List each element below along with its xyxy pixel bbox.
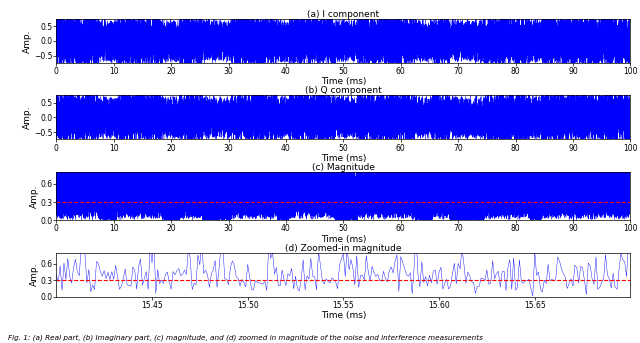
Y-axis label: Amp.: Amp. [23,29,32,52]
Y-axis label: Amp.: Amp. [23,106,32,129]
Title: (a) I component: (a) I component [307,10,380,19]
X-axis label: Time (ms): Time (ms) [321,311,366,320]
X-axis label: Time (ms): Time (ms) [321,154,366,163]
X-axis label: Time (ms): Time (ms) [321,235,366,244]
Text: Fig. 1: (a) Real part, (b) Imaginary part, (c) magnitude, and (d) zoomed in magn: Fig. 1: (a) Real part, (b) Imaginary par… [8,335,483,341]
Y-axis label: Amp.: Amp. [29,184,38,208]
Title: (b) Q component: (b) Q component [305,86,381,95]
Y-axis label: Amp.: Amp. [29,263,38,286]
X-axis label: Time (ms): Time (ms) [321,78,366,86]
Title: (d) Zoomed-in magnitude: (d) Zoomed-in magnitude [285,244,402,252]
Title: (c) Magnitude: (c) Magnitude [312,163,375,172]
